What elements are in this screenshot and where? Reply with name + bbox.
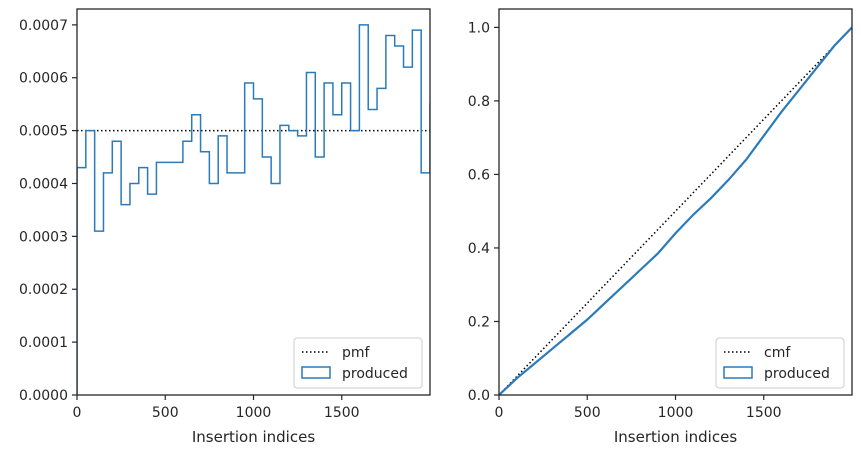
x-tick-label: 1500	[324, 405, 360, 421]
y-tick-label: 1.0	[468, 20, 490, 36]
legend: cmf produced	[716, 338, 844, 388]
x-tick-label: 500	[152, 405, 179, 421]
x-axis-label: Insertion indices	[192, 428, 315, 446]
legend: pmf produced	[294, 338, 422, 388]
cmf-line-panel: 0 500 1000 1500 0.0 0.2 0.4 0.6 0.8 1.0 Insertion…	[468, 9, 852, 446]
y-tick-label: 0.0004	[19, 176, 68, 192]
legend-label-produced: produced	[764, 366, 830, 382]
y-tick-label: 0.2	[468, 314, 490, 330]
y-tick-label: 0.0003	[19, 229, 68, 245]
x-tick-label: 0	[495, 405, 504, 421]
y-tick-label: 0.6	[468, 167, 490, 183]
plot-frame	[499, 9, 852, 395]
y-tick-label: 0.8	[468, 94, 490, 110]
y-tick-label: 0.0002	[19, 282, 68, 298]
y-tick-label: 0.0007	[19, 18, 68, 34]
pmf-histogram-panel: 0 500 1000 1500 0.0000 0.0001 0.0002 0.0003 0.00…	[19, 9, 439, 446]
x-tick-label: 0	[73, 405, 82, 421]
legend-label-produced: produced	[342, 366, 408, 382]
legend-label-cmf: cmf	[764, 345, 791, 361]
x-tick-label: 500	[574, 405, 601, 421]
y-tick-label: 0.0	[468, 388, 490, 404]
y-tick-label: 0.4	[468, 241, 490, 257]
y-tick-label: 0.0001	[19, 335, 68, 351]
y-tick-label: 0.0005	[19, 124, 68, 140]
x-tick-label: 1500	[746, 405, 782, 421]
x-tick-label: 1000	[658, 405, 694, 421]
legend-label-pmf: pmf	[342, 345, 371, 361]
y-tick-label: 0.0000	[19, 388, 68, 404]
x-tick-label: 1000	[236, 405, 272, 421]
figure: 0 500 1000 15000.00000.00010.00020.00030.00…	[0, 0, 861, 453]
y-tick-label: 0.0006	[19, 71, 68, 87]
x-axis-label: Insertion indices	[614, 428, 737, 446]
